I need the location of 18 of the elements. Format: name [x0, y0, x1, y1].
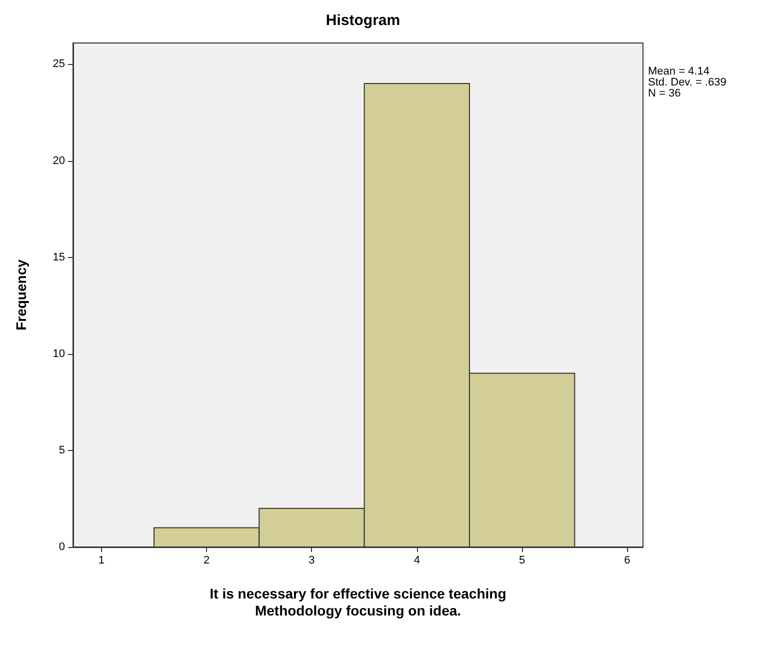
x-axis-title: It is necessary for effective science teaching Methodology focusing on idea. — [210, 586, 506, 618]
text: Std. Dev. = .639 — [648, 76, 726, 88]
y-tick-label: 15 — [52, 251, 65, 264]
x-tick-label: 6 — [624, 554, 630, 566]
x-tick-label: 4 — [414, 554, 420, 566]
x-tick-label: 2 — [204, 554, 210, 566]
x-tick-label: 3 — [308, 554, 315, 566]
y-tick-label: 25 — [52, 58, 65, 70]
y-axis-title: Frequency — [13, 259, 29, 330]
text: N = 36 — [648, 88, 681, 100]
y-tick-label: 0 — [58, 541, 65, 553]
chart-title: Histogram — [326, 12, 400, 29]
x-tick-label: 5 — [518, 554, 526, 566]
y-tick-label: 5 — [58, 444, 65, 456]
y-tick-label: 20 — [52, 154, 65, 167]
text: Mean = 4.14 — [648, 66, 710, 78]
y-tick-label: 10 — [52, 348, 65, 360]
x-tick-label: 1 — [98, 554, 104, 566]
